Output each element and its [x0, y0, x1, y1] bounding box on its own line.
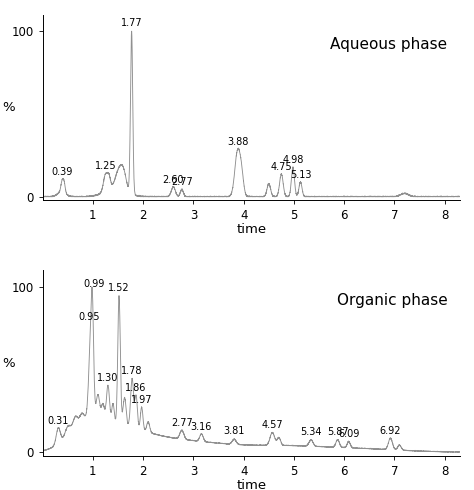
Text: 0.99: 0.99	[83, 279, 105, 289]
Text: 3.88: 3.88	[227, 137, 248, 147]
Text: 4.98: 4.98	[282, 155, 304, 165]
Text: 6.09: 6.09	[338, 429, 359, 439]
Text: Aqueous phase: Aqueous phase	[330, 37, 447, 52]
X-axis label: time: time	[236, 223, 266, 236]
Text: 1.77: 1.77	[121, 18, 142, 28]
Text: 1.30: 1.30	[97, 373, 118, 383]
Y-axis label: %: %	[2, 357, 15, 369]
Text: 4.57: 4.57	[262, 420, 283, 430]
Text: 2.77: 2.77	[171, 177, 193, 187]
Text: 1.78: 1.78	[121, 367, 143, 376]
X-axis label: time: time	[236, 479, 266, 490]
Text: 0.39: 0.39	[52, 167, 73, 177]
Text: 4.75: 4.75	[271, 162, 292, 172]
Text: Organic phase: Organic phase	[337, 293, 447, 308]
Text: 1.97: 1.97	[131, 394, 153, 405]
Text: 2.60: 2.60	[163, 175, 184, 185]
Text: 1.52: 1.52	[108, 283, 130, 293]
Text: 0.31: 0.31	[47, 416, 69, 425]
Text: 5.13: 5.13	[290, 170, 311, 179]
Text: 1.86: 1.86	[126, 383, 147, 392]
Text: 6.92: 6.92	[380, 426, 401, 436]
Text: 5.87: 5.87	[327, 427, 348, 437]
Text: 2.77: 2.77	[171, 418, 193, 428]
Text: 5.34: 5.34	[300, 427, 322, 437]
Text: 1.25: 1.25	[95, 161, 116, 171]
Text: 3.81: 3.81	[223, 426, 245, 436]
Y-axis label: %: %	[2, 101, 15, 114]
Text: 3.16: 3.16	[191, 422, 212, 432]
Text: 0.95: 0.95	[78, 312, 100, 322]
